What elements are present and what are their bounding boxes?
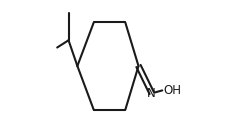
Text: N: N bbox=[147, 87, 155, 100]
Text: OH: OH bbox=[163, 84, 181, 97]
